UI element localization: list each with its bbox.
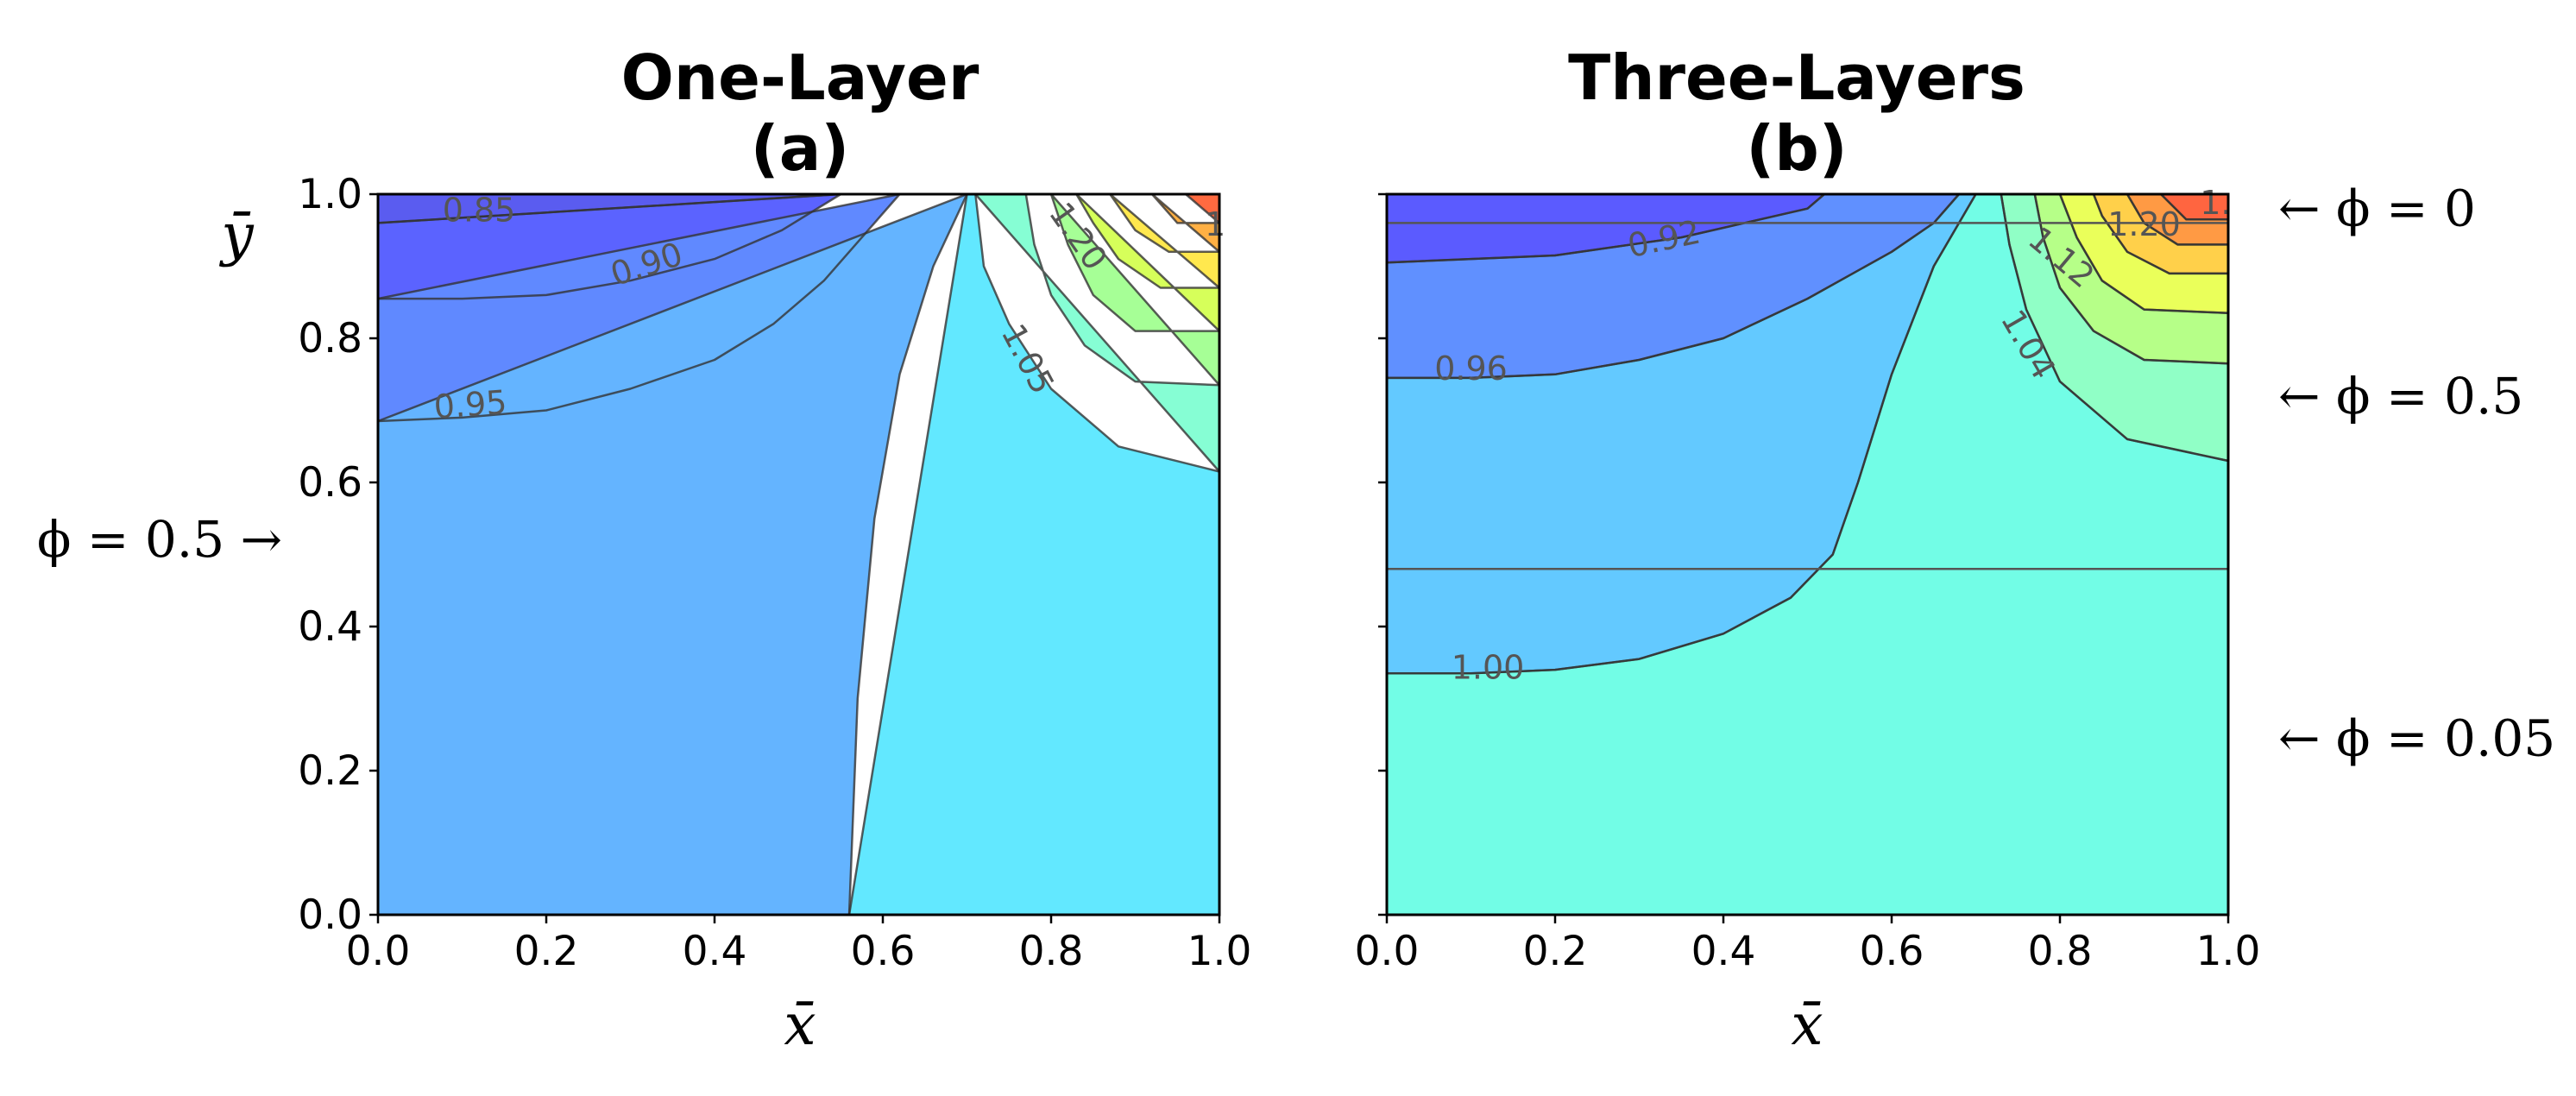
y-tick-label: 0.8: [298, 315, 362, 362]
contour-region-0.95: [378, 194, 967, 915]
panel-b-x-ticks: 0.0 0.2 0.4 0.6 0.8 1.0: [1355, 915, 2261, 975]
x-tick-label: 1.0: [2196, 928, 2261, 975]
x-tick-label: 0.0: [1355, 928, 1420, 975]
contour-label: 1.00: [1452, 649, 1525, 687]
x-tick-label: 0.2: [1523, 928, 1588, 975]
panel-a-y-ticks: 0.0 0.2 0.4 0.6 0.8 1.0: [298, 171, 378, 939]
panel-b-phi-annotations: ← ϕ = 0 ← ϕ = 0.5 ← ϕ = 0.05: [2278, 180, 2555, 768]
x-tick-label: 0.8: [2028, 928, 2093, 975]
panel-b-layer-boundaries: [1387, 222, 2228, 570]
contour-region-1.24: [2161, 194, 2228, 220]
x-tick-label: 0.4: [1691, 928, 1756, 975]
panel-one-layer: One-Layer (a) 0.850.900.951.051.20 1 0.0 0…: [37, 41, 1252, 1058]
panel-a-x-ticks: 0.0 0.2 0.4 0.6 0.8 1.0: [346, 915, 1252, 975]
x-tick-label: 0.2: [514, 928, 579, 975]
contour-region-0.85: [378, 194, 841, 299]
panel-a-x-label: x̄: [784, 992, 816, 1058]
panel-a-subtitle: (a): [751, 112, 849, 185]
y-tick-label: 0.6: [298, 459, 362, 507]
panel-b-y-ticks: [1378, 192, 1387, 916]
x-tick-label: 0.6: [851, 928, 916, 975]
contour-label: 1.20: [2107, 205, 2181, 243]
contour-label: 1.: [2200, 184, 2231, 222]
panel-b-frame: [1385, 192, 2230, 916]
x-tick-label: 0.4: [683, 928, 747, 975]
contour-region-1.08: [2034, 194, 2228, 364]
contour-label: 0.95: [432, 383, 507, 426]
panel-a-phi-annotation: ϕ = 0.5 →: [37, 510, 282, 569]
panel-a-title: One-Layer: [621, 41, 979, 114]
contour-region-0.88: [1387, 194, 1824, 263]
contour-line-0.85: [376, 192, 842, 300]
phi-annotation: ← ϕ = 0.5: [2278, 367, 2523, 425]
y-tick-label: 0.0: [298, 891, 362, 939]
contour-region-1: [849, 194, 1219, 915]
contour-region-0.92: [1387, 194, 1959, 378]
panel-b-x-label: x̄: [1791, 992, 1823, 1058]
phi-annotation: ← ϕ = 0.05: [2278, 709, 2555, 767]
y-tick-label: 1.0: [298, 171, 362, 218]
contour-region-1.04: [2000, 194, 2228, 461]
panel-three-layers: Three-Layers (b) 0.920.961.001.041.12 1.2…: [1355, 41, 2556, 1058]
y-tick-label: 0.2: [298, 747, 362, 795]
y-tick-label: 0.4: [298, 603, 362, 651]
panel-b-title: Three-Layers: [1568, 41, 2025, 114]
contour-label: 0.96: [1434, 350, 1508, 387]
x-tick-label: 1.0: [1187, 928, 1252, 975]
panel-a-frame: [376, 192, 1221, 916]
contour-region-0.96: [1387, 194, 1976, 674]
x-tick-label: 0.8: [1019, 928, 1084, 975]
contour-label: 0.85: [443, 191, 516, 229]
contour-region-1: [1387, 194, 2228, 915]
panel-b-subtitle: (b): [1746, 112, 1847, 185]
contour-region-1.2: [2127, 194, 2228, 245]
panel-a-y-label: ȳ: [218, 202, 254, 268]
phi-annotation: ← ϕ = 0: [2278, 180, 2476, 238]
panel-a-contour-fills: [378, 194, 1219, 915]
x-tick-label: 0.6: [1860, 928, 1924, 975]
contour-line-0.9: [376, 192, 901, 423]
x-tick-label: 0.0: [346, 928, 411, 975]
panel-b-contour-fills: [1387, 194, 2228, 915]
contour-region-0.9: [378, 194, 900, 421]
contour-label: 1: [1205, 205, 1225, 243]
panel-a-contour-labels: 0.850.900.951.051.20 1: [432, 191, 1225, 425]
